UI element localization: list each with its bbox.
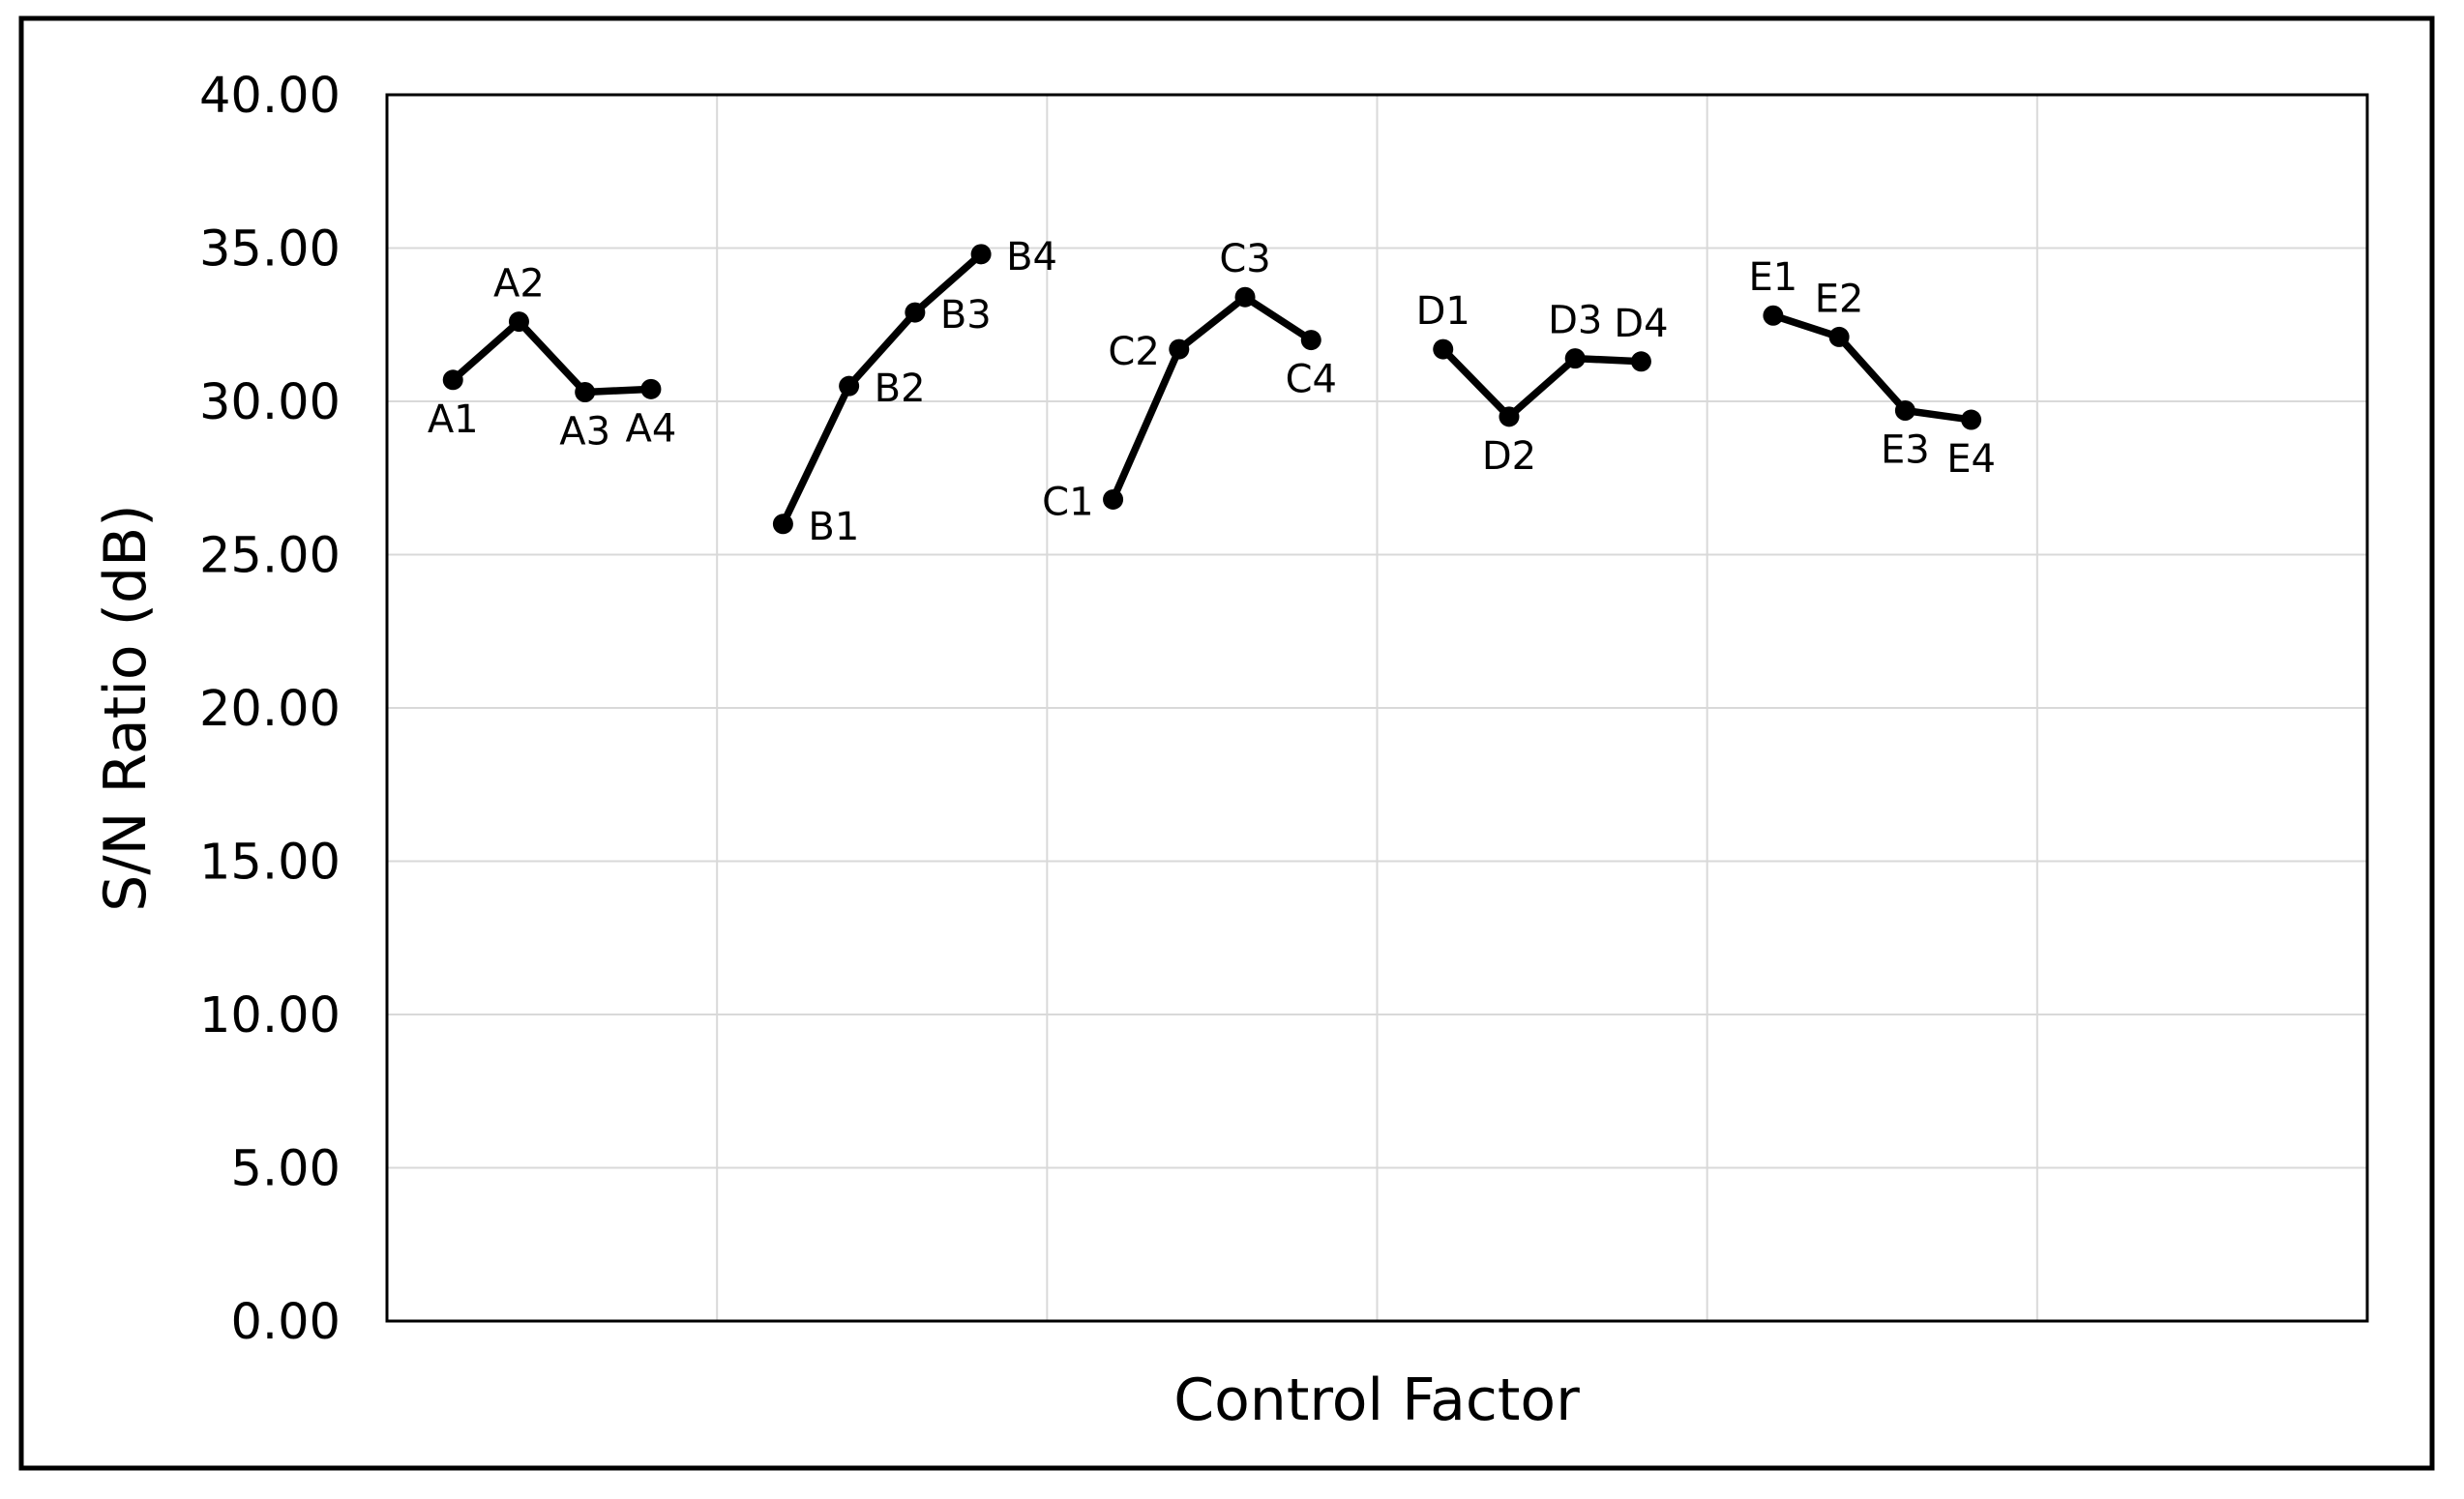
y-tick-label: 5.00 xyxy=(230,1141,341,1198)
point-label-D4: D4 xyxy=(1614,302,1668,346)
series-A: A1 A2 A3 A4 xyxy=(428,262,677,455)
point-label-B3: B3 xyxy=(940,293,992,338)
point-label-D3: D3 xyxy=(1548,299,1602,343)
series-line-E xyxy=(1769,311,1975,424)
y-tick-label: 40.00 xyxy=(199,68,341,125)
gridlines-group xyxy=(387,95,2367,1321)
data-point-C2 xyxy=(1169,338,1190,360)
data-point-D1 xyxy=(1433,338,1454,360)
data-point-D4 xyxy=(1630,351,1651,372)
data-point-E3 xyxy=(1894,400,1915,422)
series-E: E1 E2 E3 E4 xyxy=(1749,255,1996,482)
point-label-C2: C2 xyxy=(1108,330,1159,374)
data-point-C3 xyxy=(1234,286,1256,308)
data-point-E4 xyxy=(1961,409,1982,430)
figure-border-group xyxy=(18,15,2435,1471)
point-label-D2: D2 xyxy=(1482,434,1536,479)
data-point-A4 xyxy=(640,378,662,399)
point-label-A3: A3 xyxy=(559,409,610,454)
data-point-B4 xyxy=(970,244,992,265)
data-point-A2 xyxy=(508,311,529,333)
point-label-E3: E3 xyxy=(1881,428,1930,473)
point-label-D1: D1 xyxy=(1416,289,1470,334)
series-line-B xyxy=(779,250,985,528)
point-label-B2: B2 xyxy=(875,367,926,411)
y-tick-label: 30.00 xyxy=(199,374,341,431)
y-axis-title: S/N Ratio (dB) xyxy=(92,504,160,911)
point-label-A2: A2 xyxy=(493,262,545,307)
data-point-E1 xyxy=(1763,305,1784,326)
point-label-E1: E1 xyxy=(1749,255,1798,300)
y-tick-label: 10.00 xyxy=(199,987,341,1044)
y-tick-label: 35.00 xyxy=(199,221,341,279)
plot-area-border-group xyxy=(385,93,2369,1323)
point-label-A4: A4 xyxy=(626,406,677,451)
point-label-E2: E2 xyxy=(1815,277,1864,321)
y-tick-label: 15.00 xyxy=(199,835,341,892)
series-line-A xyxy=(449,317,655,397)
y-tick-labels-group: 0.00 5.00 10.00 15.00 20.00 25.00 30.00 35.00 40… xyxy=(199,68,341,1351)
series-C: C1 C2 C3 C4 xyxy=(1042,237,1337,524)
y-tick-label: 0.00 xyxy=(230,1294,341,1351)
series-D: D1 D2 D3 D4 xyxy=(1416,289,1669,479)
y-tick-label: 25.00 xyxy=(199,528,341,585)
data-point-E2 xyxy=(1828,326,1850,347)
data-point-C1 xyxy=(1103,488,1124,510)
series-B: B1 B2 B3 B4 xyxy=(772,235,1057,549)
data-point-B3 xyxy=(905,302,926,323)
series-line-C xyxy=(1109,293,1316,504)
point-label-E4: E4 xyxy=(1946,437,1996,482)
y-tick-label: 20.00 xyxy=(199,681,341,738)
data-point-A1 xyxy=(442,369,463,391)
data-point-C4 xyxy=(1300,330,1321,351)
data-point-D2 xyxy=(1499,406,1520,427)
data-series-group: A1 A2 A3 A4 B1 B2 B3 B4 C1 C2 C3 C4 D1 D2 D3 D4 E1 E2 E3 E4 xyxy=(428,235,1996,549)
point-label-B4: B4 xyxy=(1006,235,1057,279)
data-point-D3 xyxy=(1564,348,1586,369)
point-label-C3: C3 xyxy=(1219,237,1270,281)
data-point-B1 xyxy=(772,514,793,535)
plot-area-border xyxy=(385,93,2369,1323)
data-point-B2 xyxy=(839,375,860,397)
series-line-D xyxy=(1439,345,1646,421)
point-label-A1: A1 xyxy=(428,397,479,442)
figure-border xyxy=(18,15,2435,1471)
point-label-B1: B1 xyxy=(808,505,859,549)
x-axis-title: Control Factor xyxy=(1173,1367,1580,1434)
point-label-C4: C4 xyxy=(1286,358,1337,402)
point-label-C1: C1 xyxy=(1042,480,1093,524)
data-point-A3 xyxy=(575,381,596,402)
